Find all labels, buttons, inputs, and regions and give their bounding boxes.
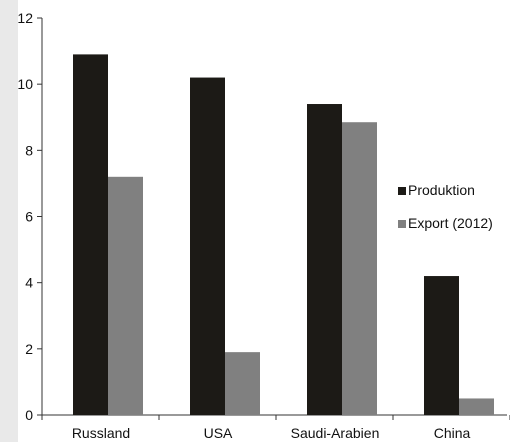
x-tick-label: Russland xyxy=(72,425,130,441)
legend-label-1: Export (2012) xyxy=(408,215,493,231)
y-tick-label: 6 xyxy=(25,209,33,225)
bar-export-0 xyxy=(108,176,143,415)
x-tick-label: Saudi-Arabien xyxy=(291,425,380,441)
bar-produktion-2 xyxy=(307,104,342,416)
y-tick-label: 4 xyxy=(25,275,33,291)
bar-export-3 xyxy=(459,398,494,415)
bar-produktion-0 xyxy=(73,54,108,416)
bar-produktion-3 xyxy=(424,276,459,415)
y-tick-label: 2 xyxy=(25,341,33,357)
y-tick-label: 10 xyxy=(17,76,33,92)
y-tick-label: 12 xyxy=(17,10,33,26)
x-tick-label: USA xyxy=(204,425,233,441)
y-tick-label: 8 xyxy=(25,142,33,158)
x-tick-label: China xyxy=(434,425,471,441)
y-tick-label: 0 xyxy=(25,407,33,423)
legend-swatch-1 xyxy=(398,220,406,228)
legend-label-0: Produktion xyxy=(408,182,475,198)
bar-export-2 xyxy=(342,122,377,416)
bar-produktion-1 xyxy=(190,77,225,416)
bar-export-1 xyxy=(225,352,260,415)
legend-swatch-0 xyxy=(398,187,406,195)
